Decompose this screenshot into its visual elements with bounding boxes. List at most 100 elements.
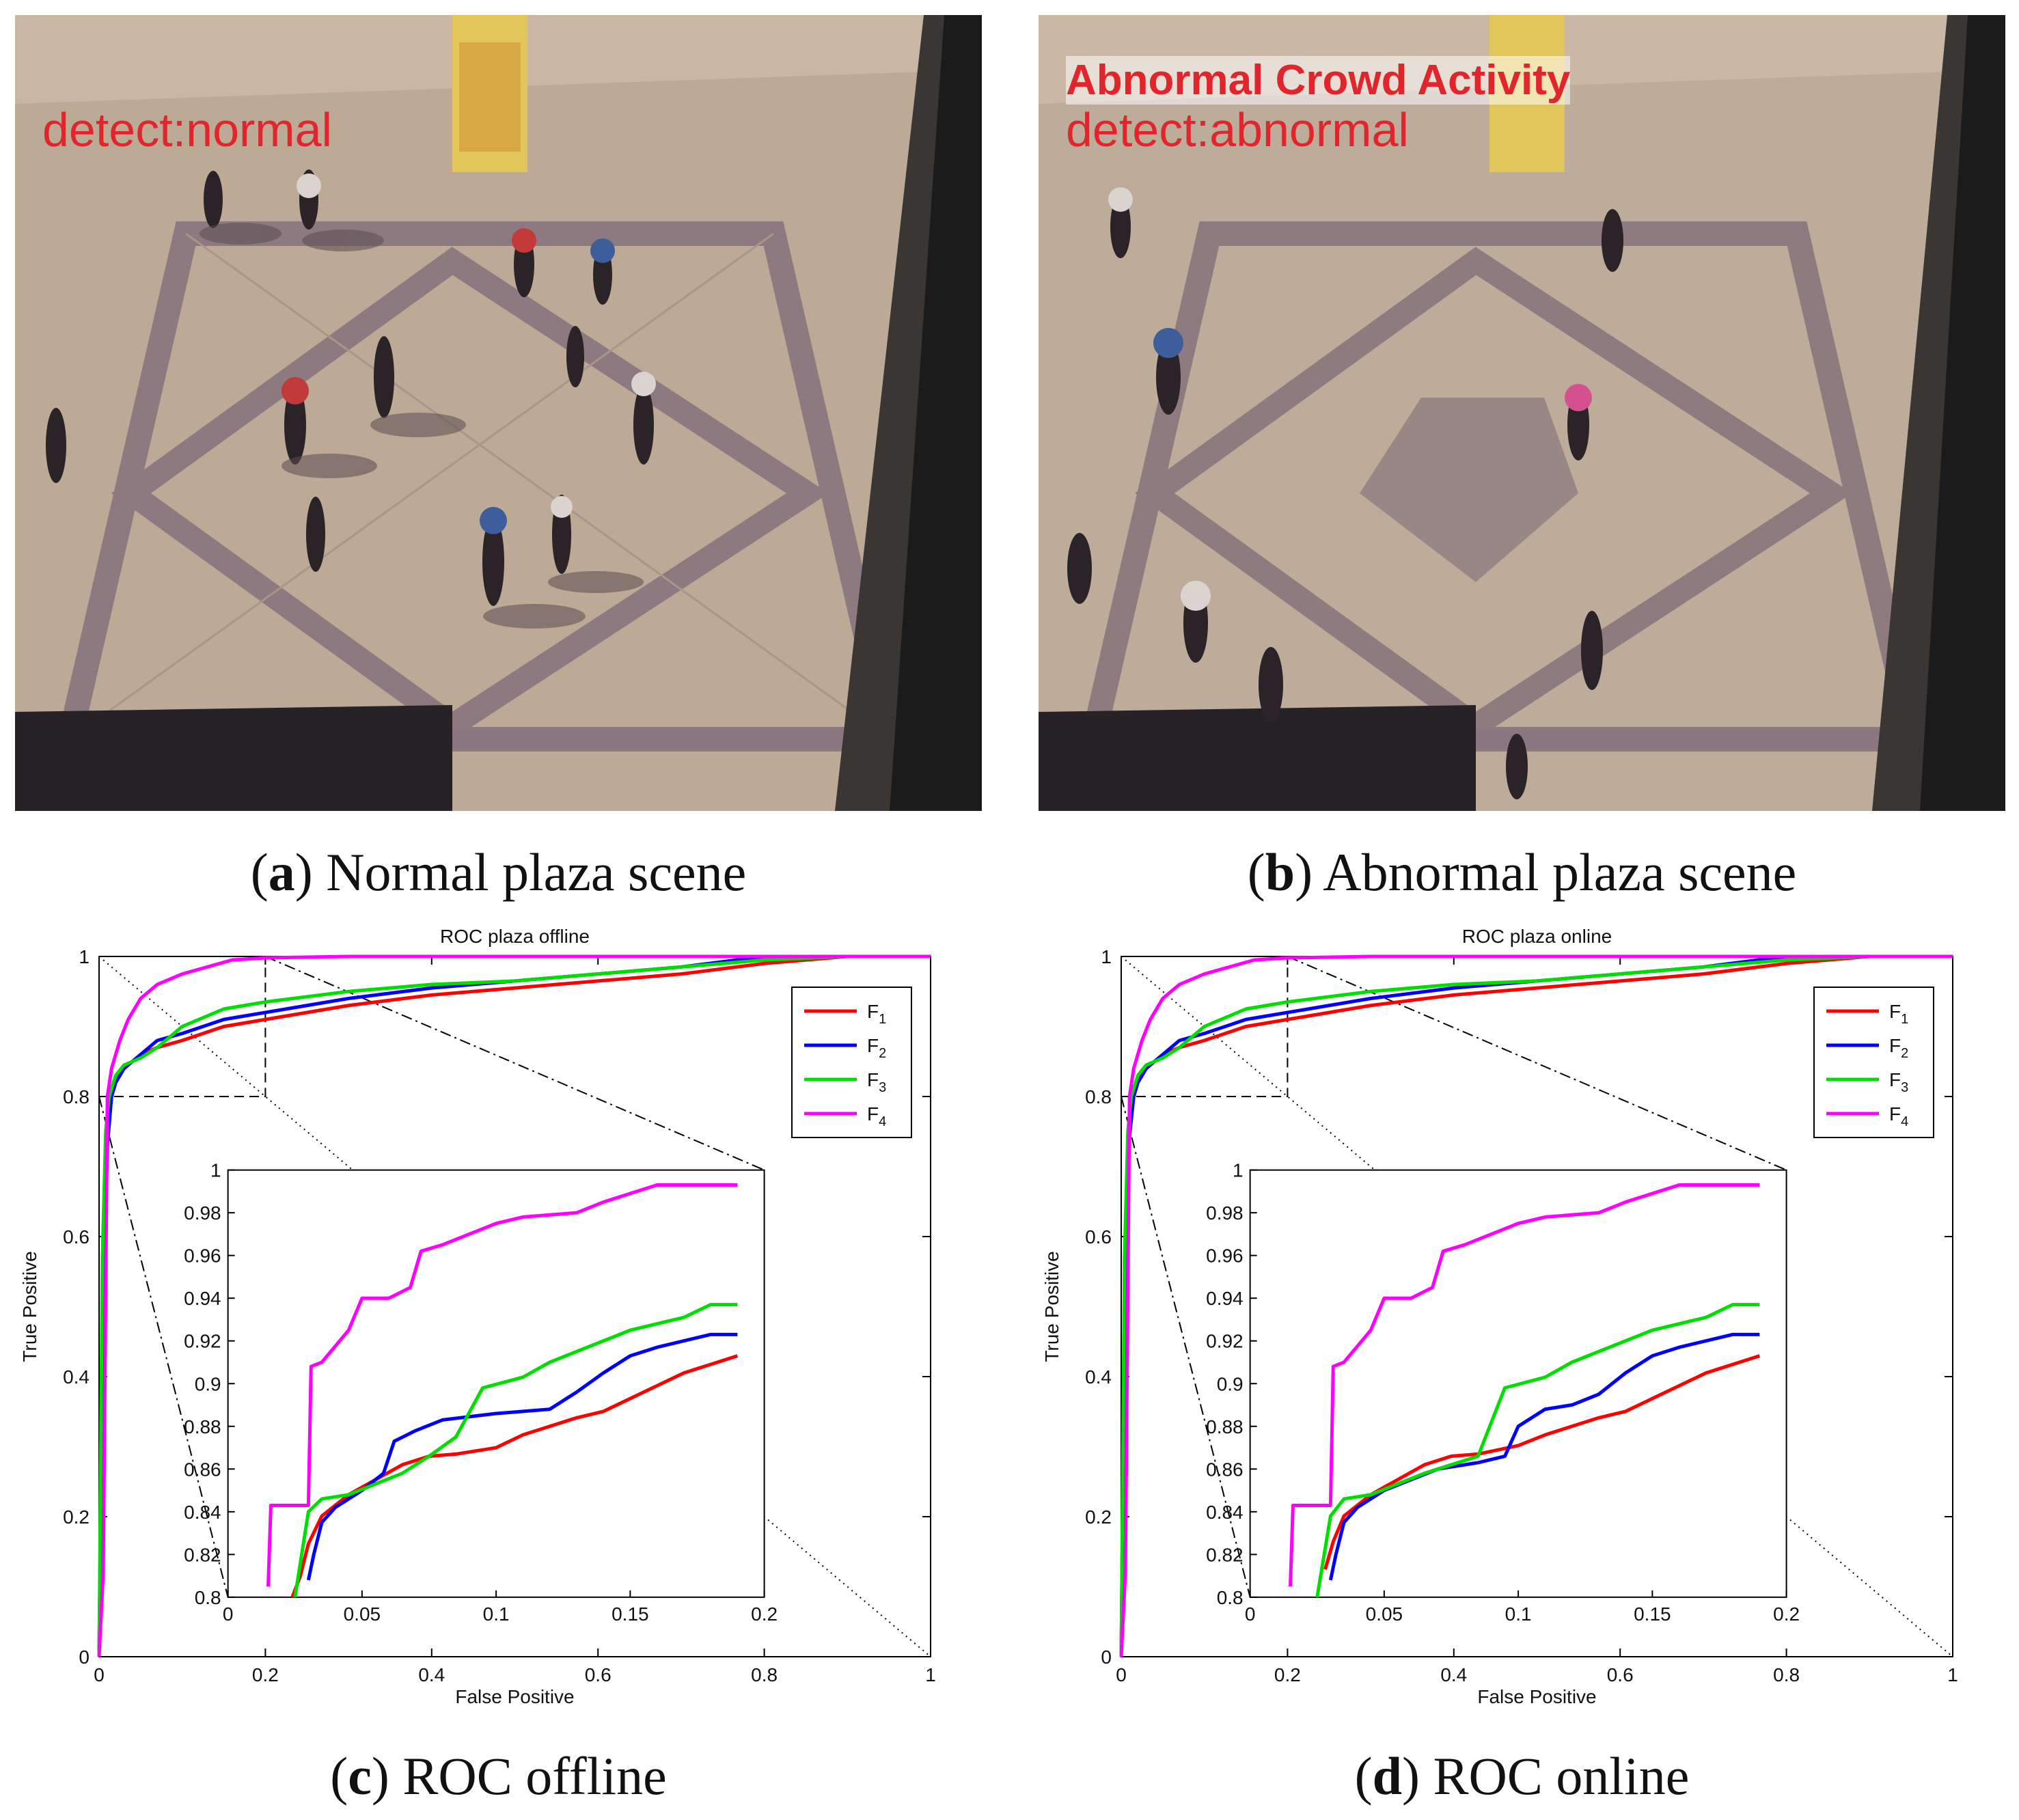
inset-y-tick-label: 0.9 bbox=[1217, 1373, 1244, 1394]
roc-offline-chart: ROC plaza offline 0 0.2 0.4 0.6 0.8 1 0 0.2 0.4 0.… bbox=[0, 915, 1010, 1722]
abnormal-activity-label: Abnormal Crowd Activity bbox=[1066, 56, 1571, 105]
inset-x-tick-label: 0.2 bbox=[751, 1603, 778, 1625]
inset-x-tick-label: 0.05 bbox=[344, 1603, 381, 1625]
inset-series-line-f4 bbox=[266, 1183, 738, 1587]
roc-offline-svg: ROC plaza offline 0 0.2 0.4 0.6 0.8 1 0 0.2 0.4 0.… bbox=[19, 926, 936, 1707]
caption-letter: c bbox=[348, 1746, 372, 1806]
inset-y-tick-label: 0.82 bbox=[184, 1544, 221, 1565]
chart-title: ROC plaza online bbox=[1462, 926, 1612, 947]
caption-c: (c) ROC offline bbox=[330, 1746, 667, 1806]
chance-diagonal bbox=[1121, 956, 1953, 1657]
caption-text: Normal plaza scene bbox=[326, 842, 747, 902]
chance-diagonal bbox=[98, 956, 931, 1657]
y-axis-label: True Positive bbox=[19, 1251, 40, 1362]
x-tick-label: 0.8 bbox=[751, 1664, 778, 1685]
x-tick-label: 0.2 bbox=[1274, 1664, 1301, 1685]
inset-series-line-f2 bbox=[306, 1332, 738, 1581]
caption-text: ROC online bbox=[1433, 1746, 1690, 1806]
roc-online-svg: ROC plaza online 0 0.2 0.4 0.6 0.8 1 0 0.2 0.4 0.6… bbox=[1041, 926, 1958, 1707]
plaza-scene-image bbox=[1039, 15, 2005, 811]
caption-a: (a) Normal plaza scene bbox=[250, 842, 747, 902]
roc-online-chart: ROC plaza online 0 0.2 0.4 0.6 0.8 1 0 0.2 0.4 0.6… bbox=[1022, 915, 2019, 1722]
y-tick-label: 0.8 bbox=[63, 1086, 90, 1107]
x-tick-label: 0.6 bbox=[585, 1664, 612, 1685]
x-tick-label: 0 bbox=[94, 1664, 105, 1685]
inset-series-line-f1 bbox=[290, 1354, 739, 1598]
series-line-f4 bbox=[1119, 954, 1953, 1657]
inset-x-tick-label: 0.15 bbox=[1634, 1603, 1671, 1625]
inset-y-tick-label: 0.8 bbox=[1217, 1587, 1244, 1608]
inset-y-tick-label: 0.92 bbox=[1206, 1331, 1244, 1352]
zoom-connector-line bbox=[98, 1096, 229, 1598]
x-tick-label: 0.4 bbox=[418, 1664, 445, 1685]
x-tick-label: 0.2 bbox=[252, 1664, 279, 1685]
caption-text: ROC offline bbox=[402, 1746, 667, 1806]
inset-y-tick-label: 0.84 bbox=[184, 1502, 221, 1523]
inset-y-tick-label: 0.96 bbox=[184, 1245, 221, 1267]
x-tick-label: 0 bbox=[1116, 1664, 1127, 1685]
x-axis-label: False Positive bbox=[455, 1686, 574, 1707]
inset-series-line-f2 bbox=[1328, 1332, 1760, 1581]
x-tick-label: 0.8 bbox=[1773, 1664, 1800, 1685]
y-tick-label: 0.6 bbox=[63, 1226, 90, 1247]
caption-letter: d bbox=[1372, 1746, 1403, 1806]
inset-y-tick-label: 0.82 bbox=[1206, 1544, 1244, 1565]
x-tick-label: 0.4 bbox=[1440, 1664, 1467, 1685]
inset-y-tick-label: 0.88 bbox=[184, 1416, 221, 1437]
inset-y-tick-label: 0.84 bbox=[1206, 1502, 1244, 1523]
inset-y-tick-label: 1 bbox=[210, 1160, 221, 1181]
y-tick-label: 0.4 bbox=[63, 1366, 90, 1388]
inset-y-tick-label: 0.88 bbox=[1206, 1416, 1244, 1437]
x-tick-label: 1 bbox=[925, 1664, 936, 1685]
chart-title: ROC plaza offline bbox=[440, 926, 590, 947]
inset-y-tick-label: 0.92 bbox=[184, 1331, 221, 1352]
inset-y-tick-label: 0.94 bbox=[1206, 1288, 1244, 1309]
x-tick-label: 1 bbox=[1947, 1664, 1958, 1685]
x-axis-label: False Positive bbox=[1477, 1686, 1596, 1707]
inset-y-tick-label: 0.94 bbox=[184, 1288, 221, 1309]
detect-label: detect:abnormal bbox=[1066, 103, 1409, 156]
photo-normal-plaza: detect:normal bbox=[15, 15, 982, 811]
x-tick-label: 0.6 bbox=[1607, 1664, 1634, 1685]
inset-x-tick-label: 0.15 bbox=[612, 1603, 649, 1625]
caption-letter: b bbox=[1265, 842, 1295, 902]
y-tick-label: 0.8 bbox=[1085, 1086, 1112, 1107]
photo-abnormal-plaza: Abnormal Crowd Activity detect:abnormal bbox=[1039, 15, 2005, 811]
y-tick-label: 1 bbox=[1101, 946, 1112, 967]
inset-y-tick-label: 0.8 bbox=[195, 1587, 221, 1608]
inset-series-line-f4 bbox=[1289, 1183, 1760, 1587]
detect-label: detect:normal bbox=[42, 103, 333, 156]
inset-x-tick-label: 0.1 bbox=[1505, 1603, 1532, 1625]
y-tick-label: 0 bbox=[1101, 1646, 1112, 1668]
inset-x-tick-label: 0.05 bbox=[1366, 1603, 1403, 1625]
inset-x-tick-label: 0 bbox=[223, 1603, 234, 1625]
series-line-f4 bbox=[97, 954, 931, 1657]
inset-y-tick-label: 0.96 bbox=[1206, 1245, 1244, 1267]
zoom-connector-line bbox=[1121, 1096, 1251, 1598]
inset-series-line-f3 bbox=[1315, 1303, 1760, 1598]
inset-y-tick-label: 0.86 bbox=[184, 1459, 221, 1480]
inset-series-line-f1 bbox=[1323, 1354, 1761, 1570]
y-tick-label: 1 bbox=[79, 946, 90, 967]
y-tick-label: 0 bbox=[79, 1646, 90, 1668]
inset-y-tick-label: 0.9 bbox=[195, 1373, 221, 1394]
inset-series-line-f3 bbox=[293, 1303, 738, 1598]
inset-y-tick-label: 0.86 bbox=[1206, 1459, 1244, 1480]
inset-y-tick-label: 0.98 bbox=[184, 1202, 221, 1224]
inset-y-tick-label: 1 bbox=[1233, 1160, 1244, 1181]
inset-y-tick-label: 0.98 bbox=[1206, 1202, 1244, 1224]
y-tick-label: 0.2 bbox=[63, 1506, 90, 1528]
y-tick-label: 0.4 bbox=[1085, 1366, 1112, 1388]
inset-x-tick-label: 0 bbox=[1245, 1603, 1256, 1625]
caption-text: Abnormal plaza scene bbox=[1323, 842, 1797, 902]
y-tick-label: 0.6 bbox=[1085, 1226, 1112, 1247]
y-axis-label: True Positive bbox=[1041, 1251, 1062, 1362]
caption-d: (d) ROC online bbox=[1354, 1746, 1690, 1806]
caption-letter: a bbox=[268, 842, 295, 902]
inset-x-tick-label: 0.2 bbox=[1773, 1603, 1800, 1625]
caption-b: (b) Abnormal plaza scene bbox=[1247, 842, 1797, 902]
inset-x-tick-label: 0.1 bbox=[483, 1603, 510, 1625]
y-tick-label: 0.2 bbox=[1085, 1506, 1112, 1528]
